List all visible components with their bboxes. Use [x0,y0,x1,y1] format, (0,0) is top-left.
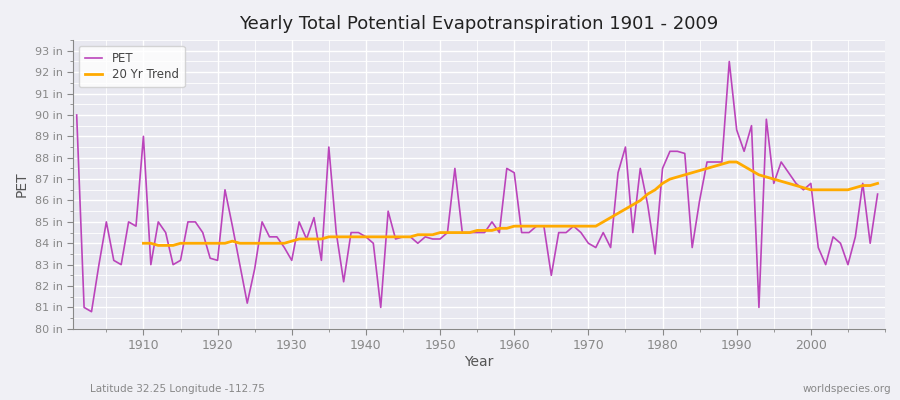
PET [605,245,616,250]
Text: worldspecies.org: worldspecies.org [803,384,891,394]
X-axis label: Year: Year [464,355,494,369]
PET [302,236,312,241]
20 Yr Trend [583,224,594,228]
20 Yr Trend [286,239,297,244]
20 Yr Trend [872,181,883,186]
20 Yr Trend [850,185,860,190]
20 Yr Trend [724,160,734,164]
20 Yr Trend [524,224,535,228]
Line: 20 Yr Trend: 20 Yr Trend [143,162,878,246]
20 Yr Trend [828,188,839,192]
PET [724,59,734,64]
PET [517,230,527,235]
Line: PET: PET [76,62,878,312]
PET [346,230,356,235]
Title: Yearly Total Potential Evapotranspiration 1901 - 2009: Yearly Total Potential Evapotranspiratio… [239,15,718,33]
Y-axis label: PET: PET [15,172,29,197]
Legend: PET, 20 Yr Trend: PET, 20 Yr Trend [79,46,184,87]
20 Yr Trend [153,243,164,248]
Text: Latitude 32.25 Longitude -112.75: Latitude 32.25 Longitude -112.75 [90,384,265,394]
PET [138,134,148,139]
PET [872,192,883,196]
PET [508,170,519,175]
20 Yr Trend [316,236,327,241]
PET [86,309,97,314]
PET [71,112,82,117]
20 Yr Trend [138,241,148,246]
